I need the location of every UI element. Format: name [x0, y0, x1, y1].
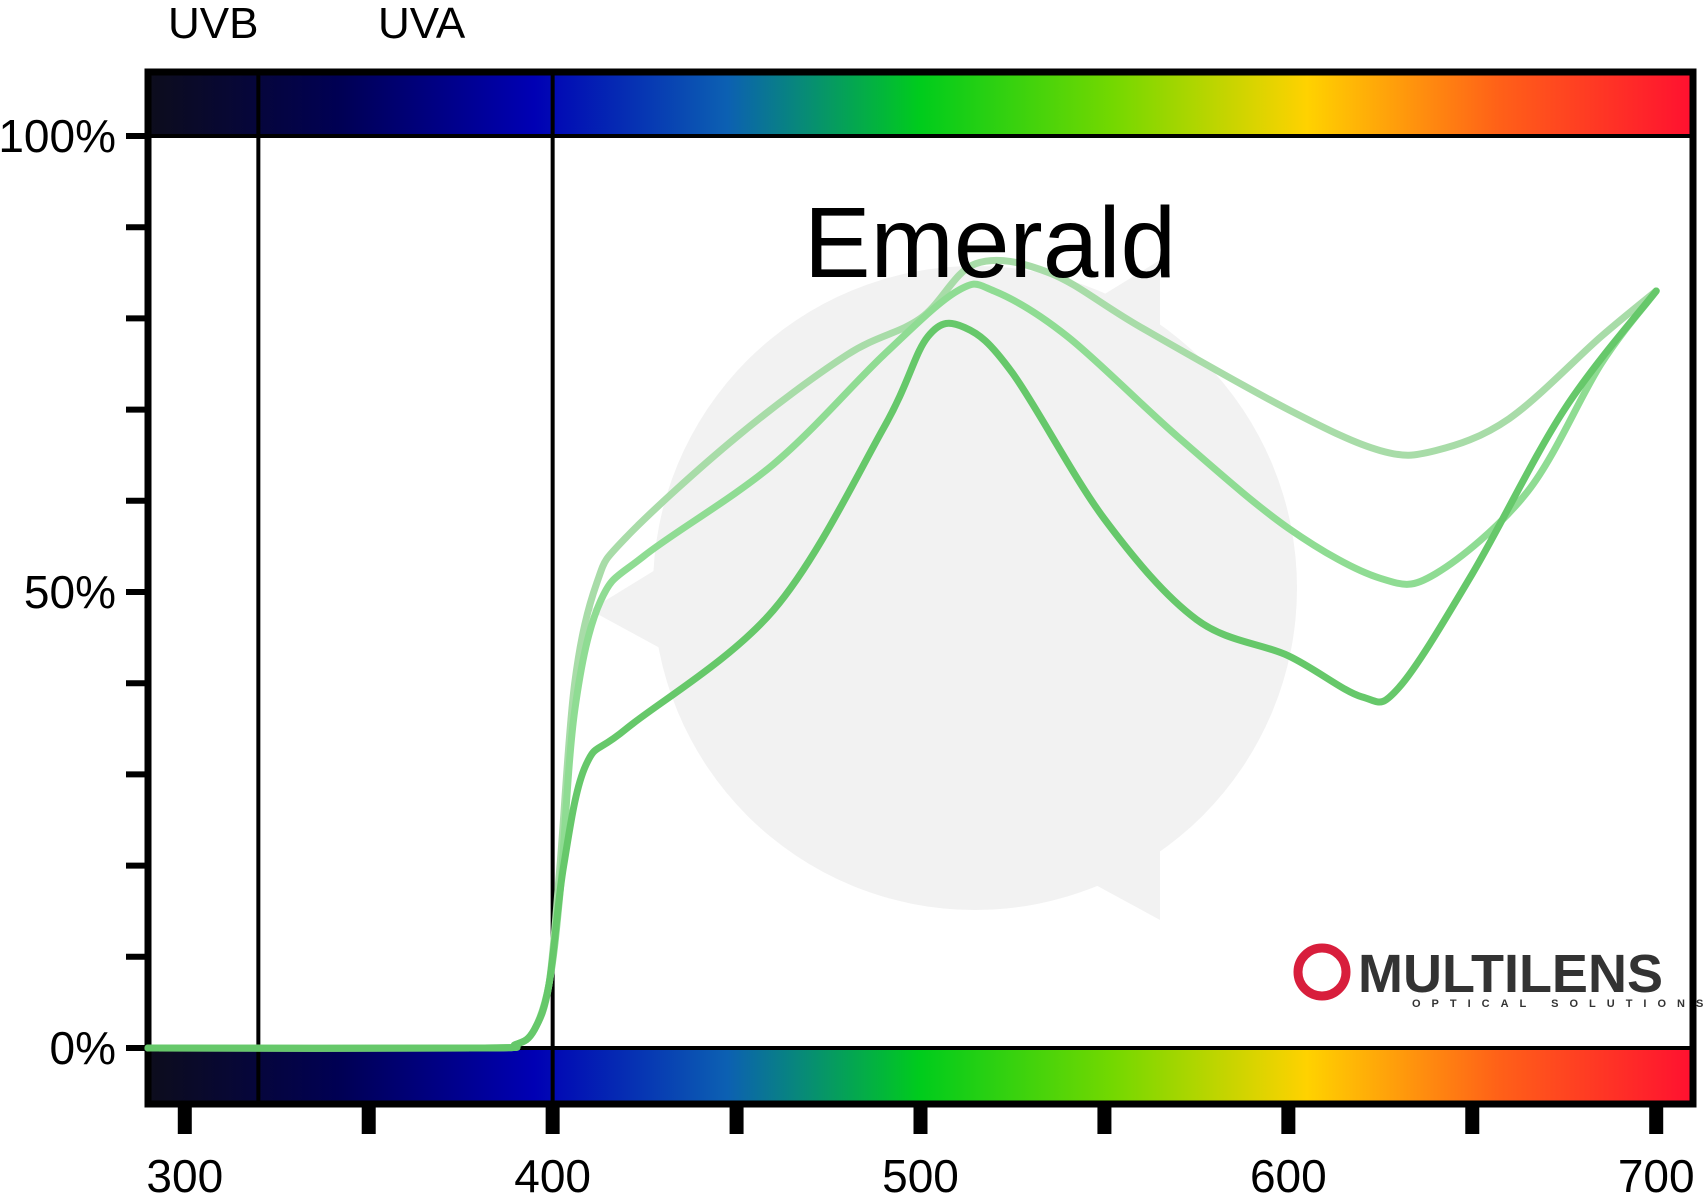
region-labels: UVB UVA: [168, 0, 466, 48]
logo-ring: [1293, 943, 1351, 1001]
multilens-logo-icon: [1293, 943, 1351, 1001]
x-tick-label: 400: [514, 1150, 591, 1196]
chart-title: Emerald: [804, 187, 1176, 299]
region-label-uvb: UVB: [168, 0, 258, 48]
series-layer: [144, 256, 1660, 1052]
brand-logo: MULTILENS OPTICAL SOLUTIONS: [1293, 943, 1703, 1010]
logo-inner-triangle: [1312, 958, 1336, 986]
x-tick-label: 300: [146, 1150, 223, 1196]
region-dividers: [256, 72, 555, 1104]
x-tick-label: 500: [882, 1150, 959, 1196]
brand-name: MULTILENS: [1358, 944, 1663, 1004]
watermark-triangle: [590, 260, 1160, 920]
region-label-uva: UVA: [378, 0, 466, 48]
y-tick-label: 50%: [24, 566, 116, 618]
spectrum-bar-top: [148, 72, 1693, 136]
series-line-3: [144, 287, 1660, 1052]
y-tick-label: 100%: [0, 110, 116, 162]
x-axis: 300 400 500 600 700: [146, 1104, 1695, 1196]
y-axis: 0% 50% 100%: [0, 110, 148, 1074]
y-tick-label: 0%: [50, 1022, 116, 1074]
brand-tagline: OPTICAL SOLUTIONS: [1412, 998, 1703, 1010]
x-tick-label: 700: [1618, 1150, 1695, 1196]
x-tick-label: 600: [1250, 1150, 1327, 1196]
spectrum-bar-bottom: [148, 1048, 1693, 1104]
